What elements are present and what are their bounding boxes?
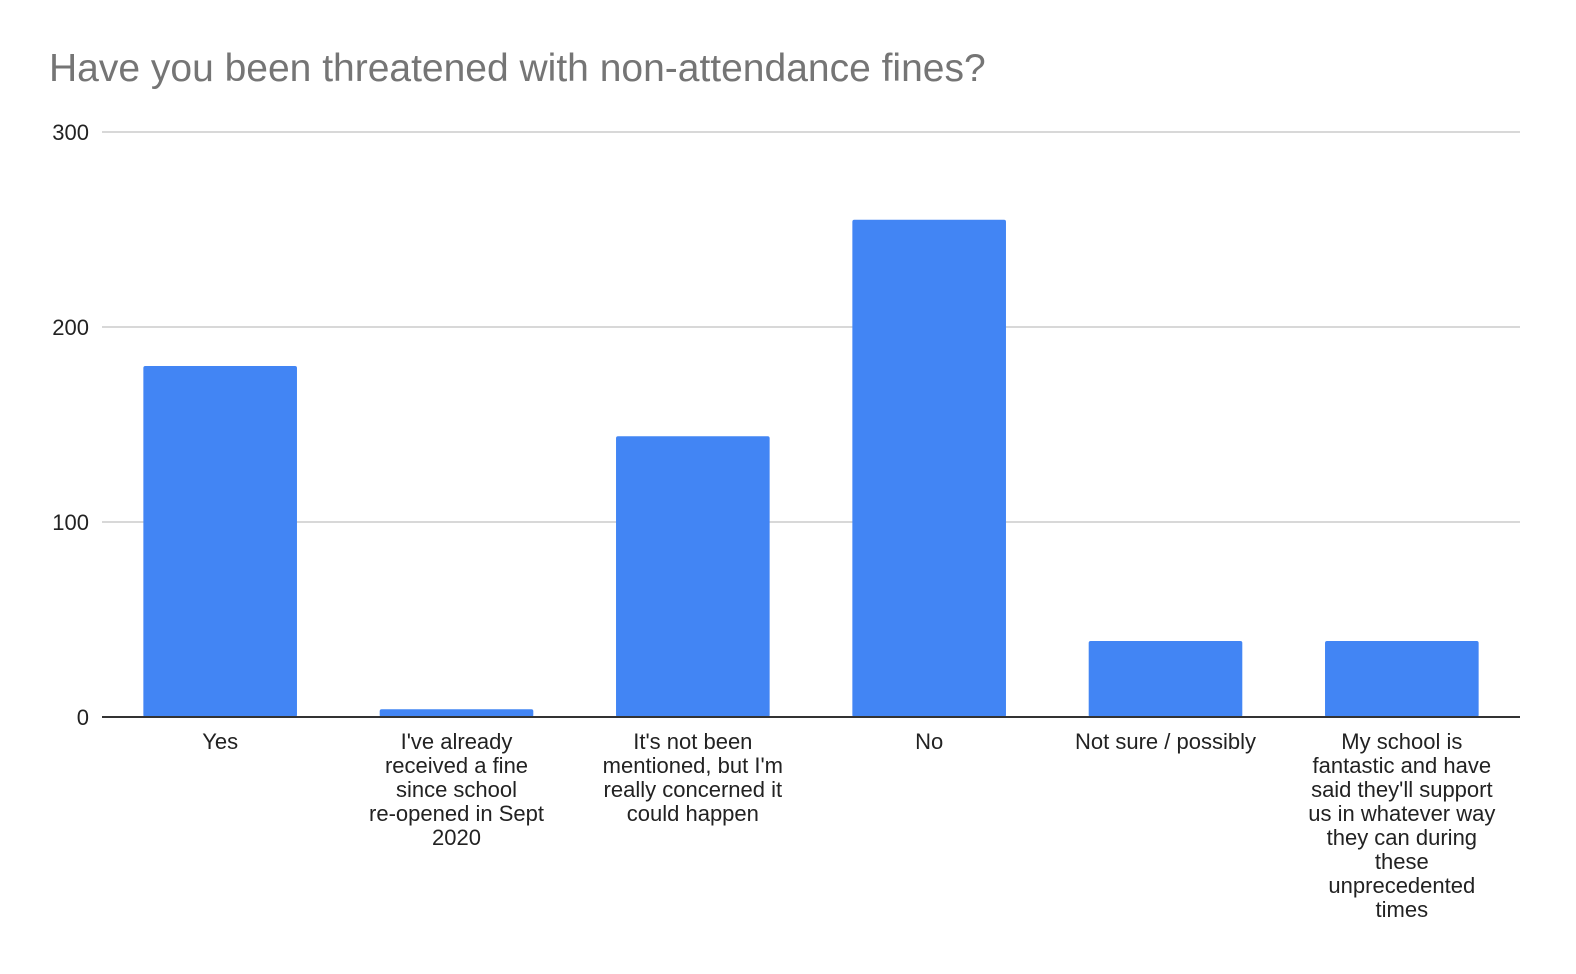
x-category-label: they can during (1327, 825, 1477, 850)
y-axis-ticks: 0 100 200 300 (52, 120, 89, 730)
x-category-label: Not sure / possibly (1075, 729, 1256, 754)
x-category-label: unprecedented (1328, 873, 1475, 898)
y-tick-label: 0 (77, 705, 89, 730)
y-tick-label: 100 (52, 510, 89, 535)
x-category-label: really concerned it (604, 777, 783, 802)
x-category-label: It's not been (633, 729, 752, 754)
x-category-label: My school is (1341, 729, 1462, 754)
x-category-label: I've already (401, 729, 513, 754)
x-category-label: No (915, 729, 943, 754)
chart-title: Have you been threatened with non-attend… (49, 47, 986, 90)
x-category-label: 2020 (432, 825, 481, 850)
x-category-label: since school (396, 777, 517, 802)
y-tick-label: 200 (52, 315, 89, 340)
y-tick-label: 300 (52, 120, 89, 145)
x-category-label: fantastic and have (1313, 753, 1492, 778)
x-category-label: times (1376, 897, 1429, 922)
gridlines (102, 131, 1520, 523)
bar (379, 709, 534, 717)
x-category-label: us in whatever way (1308, 801, 1495, 826)
bar (1088, 640, 1243, 717)
bar (852, 219, 1006, 717)
x-category-label: these (1375, 849, 1429, 874)
x-category-label: re-opened in Sept (369, 801, 544, 826)
x-category-label: Yes (202, 729, 238, 754)
bar (1325, 640, 1479, 717)
x-category-label: mentioned, but I'm (603, 753, 783, 778)
x-category-label: could happen (627, 801, 759, 826)
bar (616, 436, 770, 717)
bar (143, 366, 297, 717)
x-category-label: received a fine (385, 753, 528, 778)
bars (102, 219, 1520, 718)
x-category-label: said they'll support (1311, 777, 1493, 802)
